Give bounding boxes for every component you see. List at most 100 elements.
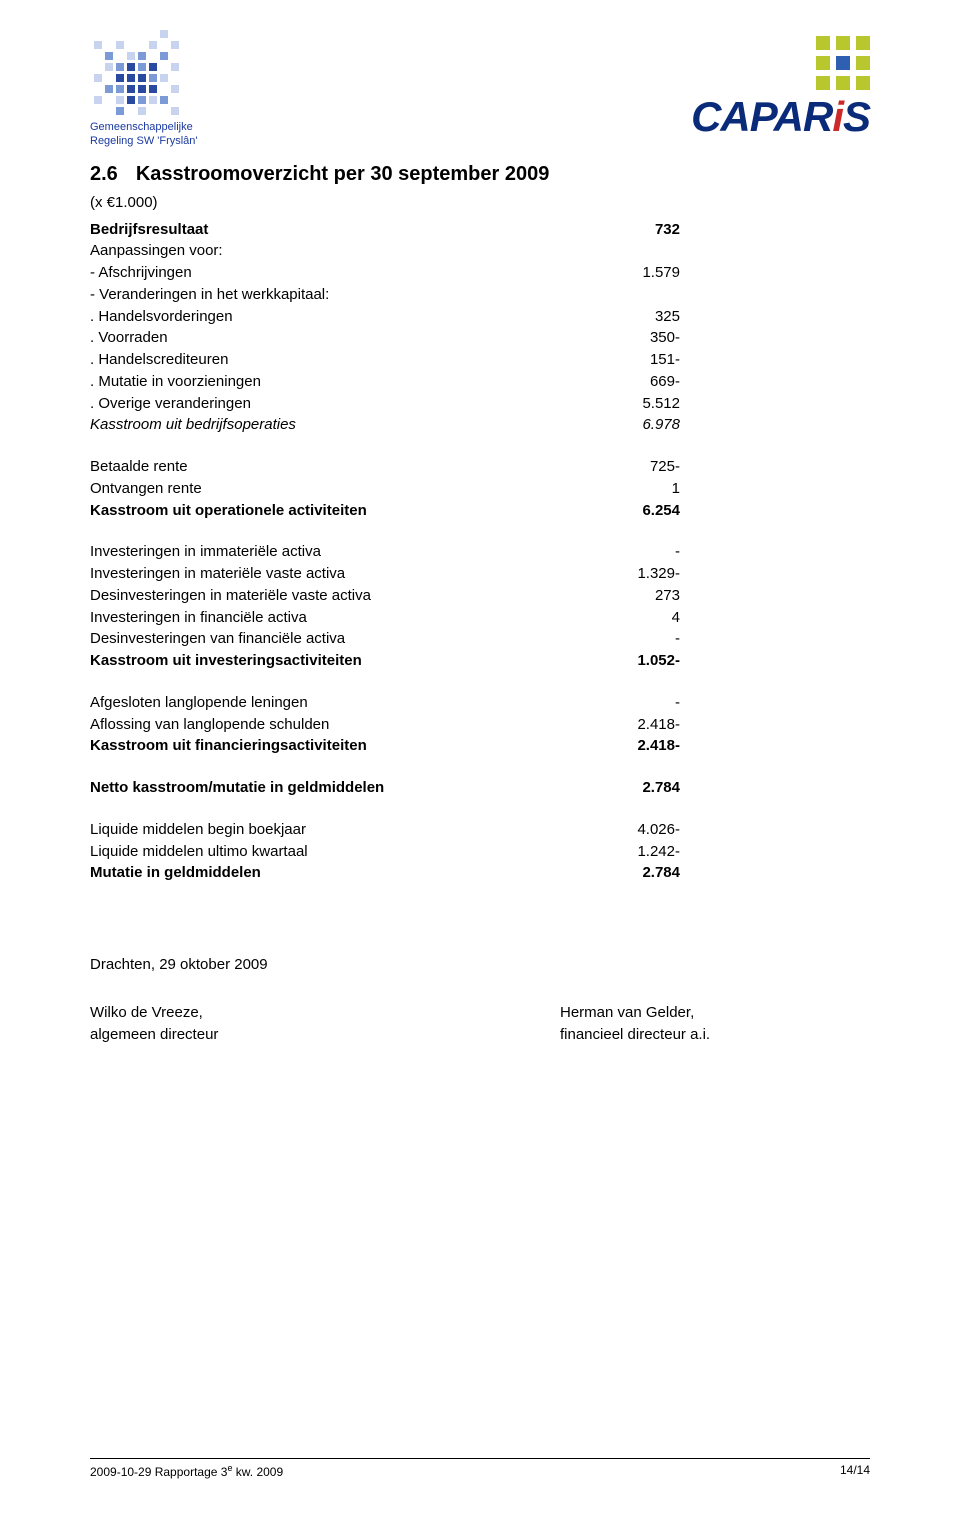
row-value: 732 (579, 219, 680, 241)
row-value: 6.254 (579, 500, 680, 522)
row-value: 273 (579, 585, 680, 607)
unit-indicator: (x €1.000) (90, 194, 870, 211)
table-row: Kasstroom uit investeringsactiviteiten1.… (90, 650, 680, 672)
footer-left: 2009-10-29 Rapportage 3e kw. 2009 (90, 1463, 283, 1479)
logo-caption-line2: Regeling SW 'Fryslân' (90, 135, 198, 147)
row-label: Netto kasstroom/mutatie in geldmiddelen (90, 777, 579, 799)
table-row: Aanpassingen voor: (90, 240, 680, 262)
row-label: Afgesloten langlopende leningen (90, 692, 579, 714)
row-label: Betaalde rente (90, 456, 579, 478)
row-value: 1.329- (579, 563, 680, 585)
row-value: 2.418- (579, 735, 680, 757)
row-value: 725- (579, 456, 680, 478)
signatory-left-name: Wilko de Vreeze, (90, 1002, 560, 1024)
gr-sw-fryslan-logo: Gemeenschappelijke Regeling SW 'Fryslân' (90, 30, 198, 149)
row-label: Investeringen in immateriële activa (90, 541, 579, 563)
row-label: Investeringen in financiële activa (90, 607, 579, 629)
row-label: Kasstroom uit investeringsactiviteiten (90, 650, 579, 672)
row-value: 1.052- (579, 650, 680, 672)
page-header: Gemeenschappelijke Regeling SW 'Fryslân'… (90, 30, 870, 149)
table-row: . Handelscrediteuren151- (90, 349, 680, 371)
table-row: . Overige veranderingen5.512 (90, 393, 680, 415)
row-label: . Voorraden (90, 327, 579, 349)
row-label: Ontvangen rente (90, 478, 579, 500)
row-value: 325 (579, 306, 680, 328)
row-label: . Handelscrediteuren (90, 349, 579, 371)
table-row: Kasstroom uit operationele activiteiten6… (90, 500, 680, 522)
row-value: 1 (579, 478, 680, 500)
signatory-right-name: Herman van Gelder, (560, 1002, 870, 1024)
page-footer: 2009-10-29 Rapportage 3e kw. 2009 14/14 (90, 1458, 870, 1479)
place-date: Drachten, 29 oktober 2009 (90, 954, 870, 976)
row-value: - (579, 628, 680, 650)
footer-left-prefix: 2009-10-29 Rapportage 3 (90, 1465, 227, 1479)
table-row: . Mutatie in voorzieningen669- (90, 371, 680, 393)
row-value: 350- (579, 327, 680, 349)
table-row: Investeringen in financiële activa4 (90, 607, 680, 629)
logo-caption-line1: Gemeenschappelijke (90, 121, 193, 133)
row-label: Kasstroom uit operationele activiteiten (90, 500, 579, 522)
row-label: Liquide middelen ultimo kwartaal (90, 841, 579, 863)
row-value: 1.579 (579, 262, 680, 284)
section-title-text: Kasstroomoverzicht per 30 september 2009 (136, 163, 550, 185)
section-title: 2.6 Kasstroomoverzicht per 30 september 2… (90, 163, 870, 186)
table-row: Netto kasstroom/mutatie in geldmiddelen2… (90, 777, 680, 799)
row-value: 4.026- (579, 819, 680, 841)
table-row: Investeringen in materiële vaste activa1… (90, 563, 680, 585)
row-label: Investeringen in materiële vaste activa (90, 563, 579, 585)
table-row: Afgesloten langlopende leningen- (90, 692, 680, 714)
row-label: . Overige veranderingen (90, 393, 579, 415)
table-row: Liquide middelen begin boekjaar4.026- (90, 819, 680, 841)
row-label: Kasstroom uit bedrijfsoperaties (90, 414, 579, 436)
row-label: Aflossing van langlopende schulden (90, 714, 579, 736)
cashflow-table: Bedrijfsresultaat732Aanpassingen voor:- … (90, 219, 680, 885)
table-row: Kasstroom uit financieringsactiviteiten2… (90, 735, 680, 757)
row-label: - Veranderingen in het werkkapitaal: (90, 284, 579, 306)
row-label: Desinvesteringen van financiële activa (90, 628, 579, 650)
table-row: Betaalde rente725- (90, 456, 680, 478)
row-value: - (579, 541, 680, 563)
row-value: 151- (579, 349, 680, 371)
table-row: Desinvesteringen in materiële vaste acti… (90, 585, 680, 607)
row-label: Mutatie in geldmiddelen (90, 862, 579, 884)
row-value: 1.242- (579, 841, 680, 863)
row-value: 6.978 (579, 414, 680, 436)
row-value: - (579, 692, 680, 714)
footer-page-number: 14/14 (840, 1463, 870, 1479)
section-number: 2.6 (90, 163, 118, 186)
table-row: Aflossing van langlopende schulden2.418- (90, 714, 680, 736)
table-row: Investeringen in immateriële activa- (90, 541, 680, 563)
footer-left-suffix: kw. 2009 (232, 1465, 283, 1479)
caparis-prefix: CAPAR (691, 93, 832, 140)
table-row: . Handelsvorderingen325 (90, 306, 680, 328)
row-value: 2.784 (579, 777, 680, 799)
table-row: Liquide middelen ultimo kwartaal1.242- (90, 841, 680, 863)
table-row: Bedrijfsresultaat732 (90, 219, 680, 241)
row-label: Bedrijfsresultaat (90, 219, 579, 241)
row-value (579, 284, 680, 306)
signatory-right-title: financieel directeur a.i. (560, 1024, 870, 1046)
table-row: - Afschrijvingen1.579 (90, 262, 680, 284)
table-row: . Voorraden350- (90, 327, 680, 349)
row-label: Aanpassingen voor: (90, 240, 579, 262)
table-row: Kasstroom uit bedrijfsoperaties6.978 (90, 414, 680, 436)
pixel-logo-icon (94, 30, 198, 115)
row-label: . Handelsvorderingen (90, 306, 579, 328)
row-label: Liquide middelen begin boekjaar (90, 819, 579, 841)
row-value: 2.784 (579, 862, 680, 884)
row-label: . Mutatie in voorzieningen (90, 371, 579, 393)
row-label: Desinvesteringen in materiële vaste acti… (90, 585, 579, 607)
table-row: Ontvangen rente1 (90, 478, 680, 500)
table-row: Mutatie in geldmiddelen2.784 (90, 862, 680, 884)
row-value (579, 240, 680, 262)
caparis-logo: CAPARiS (691, 30, 870, 138)
caparis-suffix: S (843, 93, 870, 140)
signatory-left-title: algemeen directeur (90, 1024, 560, 1046)
caparis-wordmark: CAPARiS (691, 96, 870, 138)
row-value: 5.512 (579, 393, 680, 415)
signature-block: Drachten, 29 oktober 2009 Wilko de Vreez… (90, 954, 870, 1045)
row-value: 669- (579, 371, 680, 393)
row-value: 2.418- (579, 714, 680, 736)
caparis-dot-grid-icon (810, 36, 870, 96)
row-value: 4 (579, 607, 680, 629)
